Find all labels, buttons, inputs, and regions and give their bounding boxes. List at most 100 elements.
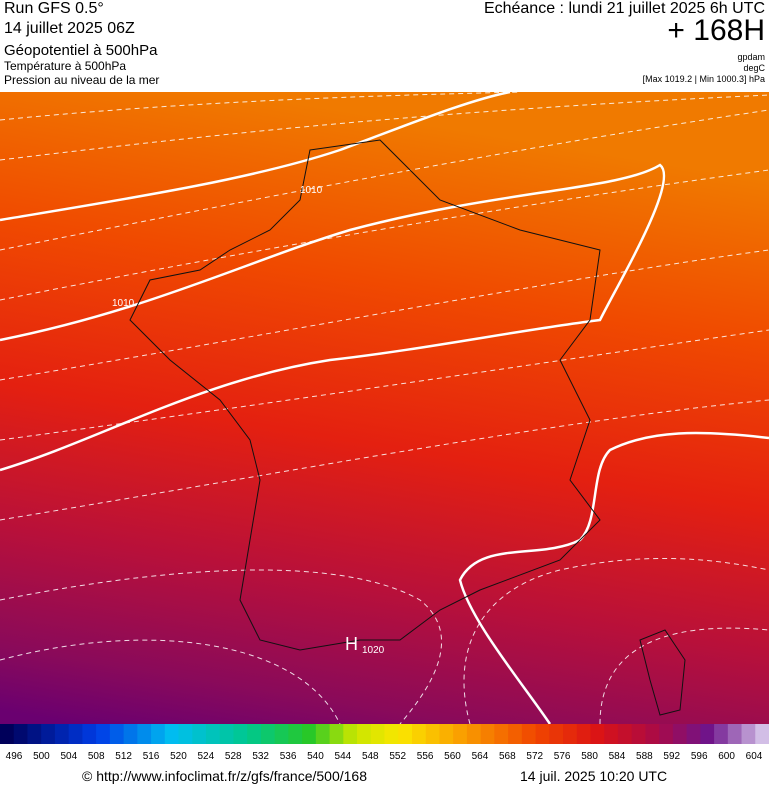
colorbar-cell: [233, 724, 248, 744]
colorbar-label: 524: [198, 751, 215, 762]
colorbar-label: 504: [60, 751, 77, 762]
colorbar-cell: [494, 724, 509, 744]
colorbar-label: 604: [746, 751, 763, 762]
colorbar-label: 516: [143, 751, 160, 762]
colorbar-cell: [315, 724, 331, 744]
colorbar-label: 500: [33, 751, 50, 762]
colorbar-cell: [535, 724, 550, 744]
colorbar-cell: [741, 724, 756, 744]
isobar-label: 1010: [112, 298, 135, 309]
isobar-label: 1010: [300, 185, 323, 196]
colorbar-label: 556: [417, 751, 434, 762]
colorbar-label: 520: [170, 751, 187, 762]
high-marker: H: [345, 634, 358, 654]
colorbar-label: 592: [663, 751, 680, 762]
colorbar-cell: [205, 724, 221, 744]
corsica: [639, 629, 686, 716]
colorbar-label: 588: [636, 751, 653, 762]
colorbar-cell: [151, 724, 166, 744]
colorbar-cell: [247, 724, 262, 744]
colorbar-label: 584: [609, 751, 626, 762]
colorbar-cell: [549, 724, 564, 744]
colorbar-label: 528: [225, 751, 242, 762]
colorbar-cell: [480, 724, 495, 744]
colorbar-label: 572: [526, 751, 543, 762]
colorbar-cell: [109, 724, 125, 744]
colorbar-label: 568: [499, 751, 516, 762]
colorbar-cell: [0, 724, 15, 744]
field: Pression au niveau de la mer: [4, 73, 160, 87]
colorbar-cell: [672, 724, 688, 744]
colorbar: 496 500 504 508 512 516 520 524 528 532 536 540 544 5…: [0, 724, 769, 762]
colorbar-cell: [604, 724, 619, 744]
colorbar-cell: [700, 724, 715, 744]
colorbar-cell: [521, 724, 537, 744]
colorbar-label: 560: [444, 751, 461, 762]
colorbar-label: 552: [389, 751, 406, 762]
colorbar-label: 580: [581, 751, 598, 762]
colorbar-cell: [13, 724, 28, 744]
colorbar-cell: [714, 724, 729, 744]
echeance: Echéance : lundi 21 juillet 2025 6h UTC: [483, 0, 765, 17]
unit: gpdam: [737, 52, 765, 62]
colorbar-cell: [384, 724, 399, 744]
colorbar-label: 596: [691, 751, 708, 762]
colorbar-cell: [302, 724, 317, 744]
source-url: © http://www.infoclimat.fr/z/gfs/france/…: [82, 768, 367, 784]
colorbar-cell: [274, 724, 289, 744]
colorbar-cell: [727, 724, 743, 744]
colorbar-cell: [137, 724, 152, 744]
colorbar-label: 536: [280, 751, 297, 762]
colorbar-cell: [439, 724, 454, 744]
colorbar-label: 544: [335, 751, 352, 762]
colorbar-cell: [82, 724, 97, 744]
colorbar-cell: [54, 724, 70, 744]
colorbar-cell: [686, 724, 701, 744]
colorbar-cell: [508, 724, 523, 744]
colorbar-cell: [41, 724, 56, 744]
colorbar-cell: [164, 724, 180, 744]
colorbar-label: 600: [718, 751, 735, 762]
colorbar-cell: [27, 724, 42, 744]
colorbar-label: 548: [362, 751, 379, 762]
colorbar-cell: [659, 724, 674, 744]
colorbar-cell: [466, 724, 482, 744]
colorbar-label: 496: [6, 751, 23, 762]
colorbar-cell: [563, 724, 578, 744]
field: Géopotentiel à 500hPa: [4, 42, 158, 59]
colorbar-cell: [96, 724, 111, 744]
isobars: [0, 90, 769, 725]
unit: degC: [743, 63, 765, 73]
colorbar-label: 532: [252, 751, 269, 762]
colorbar-cell: [590, 724, 605, 744]
colorbar-cell: [192, 724, 207, 744]
pressure-range: [Max 1019.2 | Min 1000.3] hPa: [642, 74, 765, 84]
colorbar-cell: [343, 724, 358, 744]
colorbar-cell: [329, 724, 344, 744]
high-value: 1020: [362, 645, 385, 656]
colorbar-cell: [288, 724, 303, 744]
run-date: 14 juillet 2025 06Z: [4, 20, 135, 37]
colorbar-label: 508: [88, 751, 105, 762]
colorbar-cell: [425, 724, 440, 744]
field-background: [0, 92, 769, 724]
field: Température à 500hPa: [4, 59, 127, 73]
colorbar-label: 512: [115, 751, 132, 762]
france-border: [129, 139, 601, 651]
colorbar-cell: [123, 724, 138, 744]
colorbar-cell: [260, 724, 276, 744]
colorbar-label: 564: [472, 751, 489, 762]
colorbar-cell: [576, 724, 591, 744]
colorbar-cell: [357, 724, 372, 744]
lead-time: + 168H: [667, 14, 765, 47]
timestamp: 14 juil. 2025 10:20 UTC: [520, 768, 668, 784]
colorbar-label: 540: [307, 751, 324, 762]
colorbar-cell: [411, 724, 427, 744]
colorbar-label: 576: [554, 751, 571, 762]
colorbar-cell: [178, 724, 193, 744]
colorbar-cell: [755, 724, 769, 744]
colorbar-cell: [370, 724, 385, 744]
colorbar-cell: [219, 724, 234, 744]
